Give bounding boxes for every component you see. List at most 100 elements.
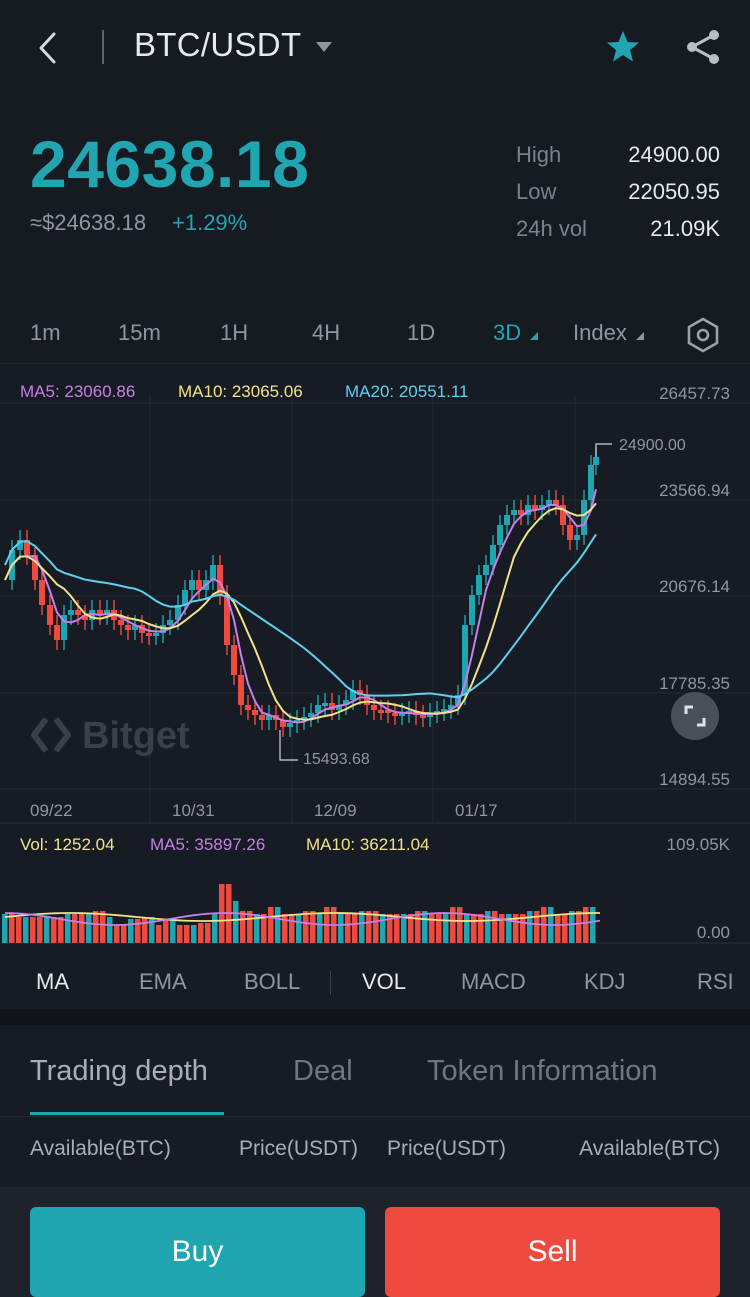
volume-bar (86, 914, 92, 943)
candle-body (182, 590, 188, 605)
candlestick-chart-canvas (0, 395, 750, 944)
volume-bar (72, 914, 78, 943)
volume-bar (373, 911, 379, 943)
volume-bar (352, 914, 358, 943)
timeframe-3d-label: 3D (493, 320, 522, 345)
candle-body (518, 510, 524, 515)
volume-bar (135, 919, 141, 943)
volume-bar (121, 925, 127, 943)
candle-body (68, 610, 74, 615)
star-icon[interactable] (604, 28, 642, 66)
timeframe-4h[interactable]: 4H (312, 320, 341, 345)
volume-bar (366, 911, 372, 943)
volume-ma5-legend: MA5: 35897.26 (150, 835, 266, 854)
ma10-legend: MA10: 23065.06 (178, 382, 303, 401)
timeframe-1h[interactable]: 1H (220, 320, 249, 345)
candle-body (581, 500, 587, 535)
volume-bar (583, 907, 589, 943)
candle-body (392, 713, 398, 716)
timeframe-3d[interactable]: 3D (493, 320, 539, 346)
volume-bar (128, 919, 134, 943)
usd-value: ≈$24638.18 (30, 210, 147, 235)
volume-ma10-legend: MA10: 36211.04 (306, 835, 430, 854)
ma10-line (4, 502, 597, 721)
sell-button[interactable]: Sell (385, 1207, 720, 1297)
volume-bar (30, 917, 36, 943)
candle-body (476, 575, 482, 595)
volume-bar (485, 911, 491, 943)
price-axis-label: 17785.35 (659, 674, 730, 693)
index-selector[interactable]: Index (573, 320, 644, 346)
candle-body (525, 505, 531, 515)
candle-body (153, 633, 159, 636)
dropdown-caret-icon[interactable] (314, 40, 334, 54)
candle-body (231, 645, 237, 675)
watermark-text: Bitget (82, 715, 190, 757)
volume-bar (107, 917, 113, 943)
trade-actions: Buy Sell (0, 1187, 750, 1297)
high-marker-label: 24900.00 (619, 437, 686, 454)
indicator-vol[interactable]: VOL (362, 969, 407, 994)
candle-body (497, 525, 503, 545)
section-divider (0, 1009, 750, 1025)
volume-bar (310, 911, 316, 943)
candle-body (378, 710, 384, 713)
volume-bar (569, 911, 575, 943)
candle-body (441, 709, 447, 712)
volume-bar (520, 914, 526, 943)
candle-body (574, 535, 580, 540)
candle-body (118, 620, 124, 625)
volume-bar (359, 911, 365, 943)
timeframe-1d[interactable]: 1D (407, 320, 436, 345)
indicator-ema[interactable]: EMA (139, 969, 187, 994)
candle-body (532, 505, 538, 510)
candle-body (350, 690, 356, 700)
price-change-percent: +1.29% (172, 210, 248, 235)
candle-body (539, 505, 545, 510)
kline-chart[interactable]: MA5: 23060.86 MA10: 23065.06 MA20: 20551… (0, 365, 750, 957)
timeframe-1m[interactable]: 1m (30, 320, 61, 345)
indicator-ma[interactable]: MA (36, 969, 69, 994)
volume-label: 24h vol (516, 216, 587, 241)
candle-body (167, 620, 173, 625)
candle-body (17, 540, 23, 550)
volume-bar (16, 917, 22, 943)
low-marker-label: 15493.68 (303, 751, 370, 768)
volume-bar (212, 914, 218, 943)
candle-body (329, 703, 335, 710)
timeframe-15m[interactable]: 15m (118, 320, 161, 345)
pair-selector[interactable]: BTC/USDT (134, 26, 302, 63)
volume-bar (387, 914, 393, 943)
date-axis-label: 01/17 (455, 801, 498, 820)
volume-bar (450, 907, 456, 943)
volume-bar (478, 914, 484, 943)
ma20-legend: MA20: 20551.11 (345, 382, 469, 401)
tab-deal[interactable]: Deal (293, 1055, 353, 1087)
volume-bar (345, 914, 351, 943)
tab-token-information[interactable]: Token Information (427, 1055, 658, 1087)
indicator-boll[interactable]: BOLL (244, 969, 301, 994)
volume-bar (408, 914, 414, 943)
indicator-rsi[interactable]: RSI (697, 969, 734, 994)
volume-bar (2, 914, 8, 943)
volume-bar (37, 917, 43, 943)
back-arrow-icon[interactable] (34, 28, 64, 68)
volume-bar (184, 925, 190, 943)
corner-caret-icon (530, 332, 539, 340)
settings-hexagon-icon[interactable] (684, 316, 722, 354)
volume-bar (576, 911, 582, 943)
candle-body (54, 625, 60, 640)
volume-bar (534, 911, 540, 943)
index-label: Index (573, 320, 627, 345)
indicator-kdj[interactable]: KDJ (584, 969, 626, 994)
share-icon[interactable] (684, 28, 722, 66)
buy-button[interactable]: Buy (30, 1207, 365, 1297)
tab-trading-depth[interactable]: Trading depth (30, 1055, 208, 1087)
volume-bar (282, 914, 288, 943)
candle-body (146, 633, 152, 636)
indicator-macd[interactable]: MACD (461, 969, 526, 994)
candle-body (504, 515, 510, 525)
header-divider (102, 30, 104, 64)
fullscreen-button[interactable] (671, 692, 719, 740)
candle-body (588, 465, 594, 500)
